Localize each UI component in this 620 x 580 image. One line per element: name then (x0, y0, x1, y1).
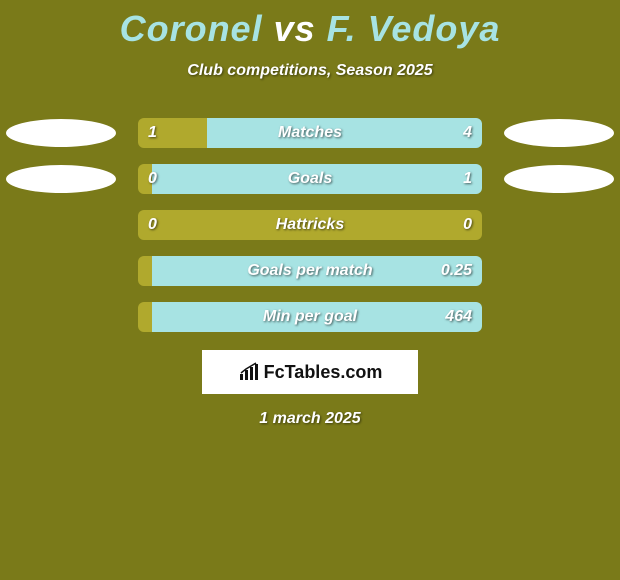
stat-bar: 1Matches4 (138, 118, 482, 148)
stat-label: Hattricks (138, 210, 482, 240)
stat-bar: 0Goals1 (138, 164, 482, 194)
brand-box: FcTables.com (202, 350, 418, 394)
subtitle: Club competitions, Season 2025 (0, 62, 620, 80)
stat-right-value: 464 (445, 302, 472, 332)
stat-label: Goals per match (138, 256, 482, 286)
stat-label: Matches (138, 118, 482, 148)
stat-right-value: 0 (463, 210, 472, 240)
stat-row: Min per goal464 (0, 302, 620, 332)
stat-row: 0Hattricks0 (0, 210, 620, 240)
chart-icon (238, 362, 260, 382)
stat-row: 1Matches4 (0, 118, 620, 148)
brand-text: FcTables.com (264, 362, 383, 383)
stat-bar: 0Hattricks0 (138, 210, 482, 240)
stat-right-value: 4 (463, 118, 472, 148)
stat-bar: Goals per match0.25 (138, 256, 482, 286)
stat-right-value: 0.25 (441, 256, 472, 286)
vs-text: vs (274, 8, 316, 49)
stat-label: Goals (138, 164, 482, 194)
player1-badge (6, 165, 116, 193)
date-text: 1 march 2025 (0, 410, 620, 428)
stat-right-value: 1 (463, 164, 472, 194)
stat-rows: 1Matches40Goals10Hattricks0Goals per mat… (0, 118, 620, 332)
stat-bar: Min per goal464 (138, 302, 482, 332)
player1-name: Coronel (120, 8, 263, 49)
stat-row: 0Goals1 (0, 164, 620, 194)
comparison-title: Coronel vs F. Vedoya (0, 0, 620, 50)
stat-row: Goals per match0.25 (0, 256, 620, 286)
player1-badge (6, 119, 116, 147)
player2-badge (504, 119, 614, 147)
stat-label: Min per goal (138, 302, 482, 332)
player2-badge (504, 165, 614, 193)
player2-name: F. Vedoya (327, 8, 501, 49)
